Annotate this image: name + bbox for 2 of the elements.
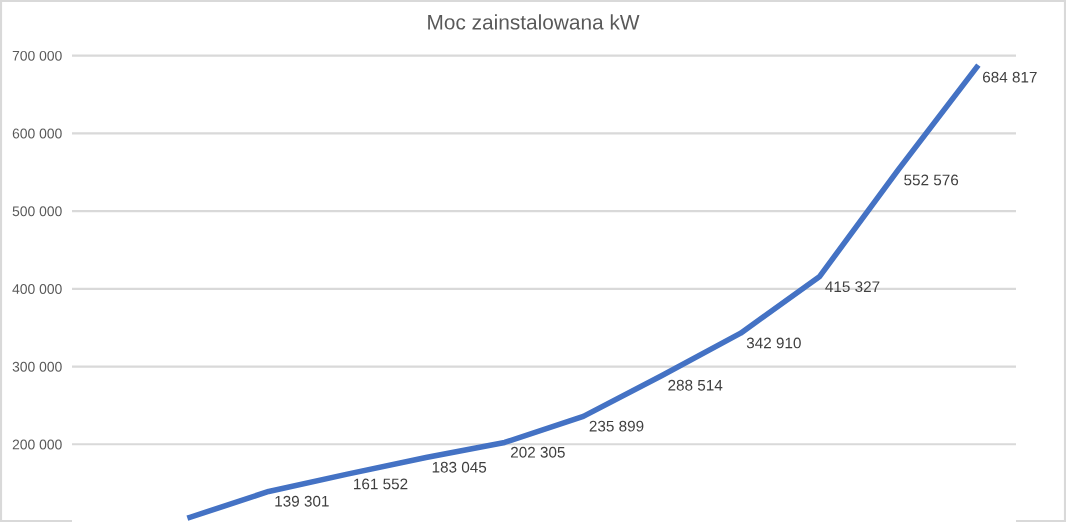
line-series: [187, 64, 980, 521]
chart-title: Moc zainstalowana kW: [428, 14, 640, 30]
